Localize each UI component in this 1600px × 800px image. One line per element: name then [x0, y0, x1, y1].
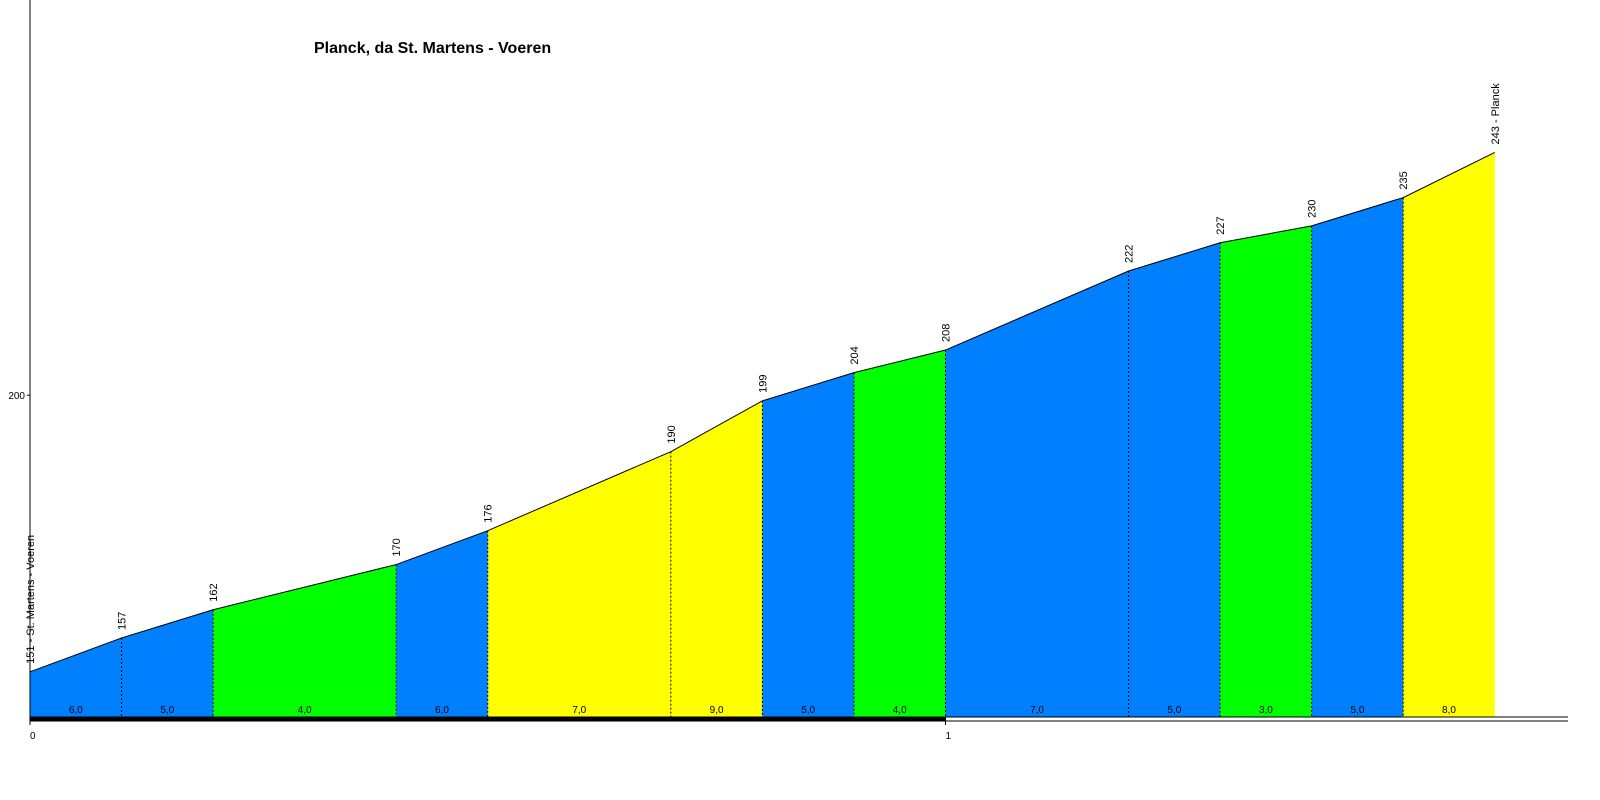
- gradient-segment: [396, 530, 488, 717]
- gradient-label: 4,0: [893, 705, 907, 716]
- point-label: 204: [849, 346, 861, 364]
- x-tick-label: 1: [945, 731, 951, 742]
- gradient-segment: [30, 637, 122, 717]
- gradient-segment: [670, 400, 763, 717]
- gradient-segment: [762, 372, 854, 717]
- point-label: 235: [1398, 171, 1410, 189]
- gradient-segment: [1403, 152, 1495, 717]
- gradient-label: 7,0: [1030, 705, 1044, 716]
- gradient-segment: [487, 451, 671, 717]
- point-label: 243 - Planck: [1490, 83, 1502, 145]
- gradient-label: 6,0: [69, 705, 83, 716]
- point-label: 157: [117, 612, 129, 630]
- x-tick-label: 0: [30, 731, 36, 742]
- point-label: 176: [483, 504, 495, 522]
- gradient-label: 7,0: [572, 705, 586, 716]
- km-bar: [30, 717, 946, 721]
- gradient-segment: [1128, 242, 1221, 717]
- gradient-label: 5,0: [160, 705, 174, 716]
- point-label: 227: [1215, 216, 1227, 234]
- gradient-segment: [1220, 225, 1312, 717]
- point-label: 170: [391, 538, 403, 556]
- gradient-label: 9,0: [710, 705, 724, 716]
- gradient-label: 5,0: [1167, 705, 1181, 716]
- point-label: 230: [1307, 199, 1319, 217]
- point-label: 190: [666, 425, 678, 443]
- point-label: 208: [940, 324, 952, 342]
- gradient-label: 5,0: [1350, 705, 1364, 716]
- gradient-label: 8,0: [1442, 705, 1456, 716]
- point-label: 151 - St. Martens - Voeren: [25, 535, 37, 664]
- gradient-segment: [945, 270, 1129, 717]
- gradient-segment: [213, 564, 397, 717]
- point-label: 222: [1124, 245, 1136, 263]
- gradient-label: 3,0: [1259, 705, 1273, 716]
- point-label: 162: [208, 583, 220, 601]
- gradient-segment: [1311, 197, 1404, 718]
- gradient-label: 4,0: [298, 705, 312, 716]
- point-label: 199: [757, 374, 769, 392]
- gradient-label: 5,0: [801, 705, 815, 716]
- chart-title: Planck, da St. Martens - Voeren: [314, 40, 551, 57]
- gradient-segment: [121, 609, 214, 717]
- gradient-label: 6,0: [435, 705, 449, 716]
- gradient-segment: [853, 350, 946, 717]
- profile-line: [29, 151, 1495, 673]
- y-tick-label: 200: [8, 391, 25, 402]
